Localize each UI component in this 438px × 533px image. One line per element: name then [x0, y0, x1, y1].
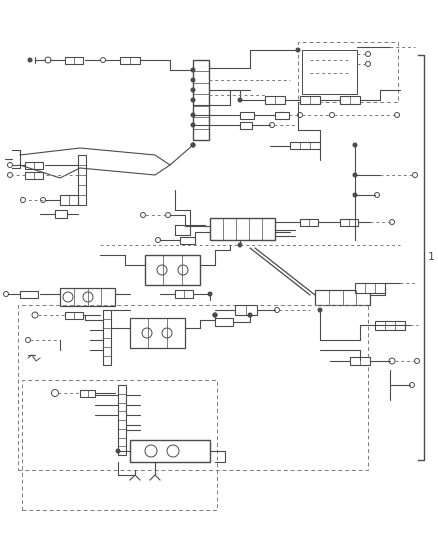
Circle shape [238, 98, 242, 102]
Bar [210, 218, 275, 240]
Circle shape [238, 243, 242, 247]
Bar [240, 112, 254, 119]
Bar [18, 305, 368, 470]
Bar [375, 321, 405, 330]
Bar [355, 283, 385, 293]
Bar [235, 305, 257, 315]
Circle shape [213, 313, 217, 317]
Circle shape [191, 143, 195, 147]
Bar [265, 96, 285, 104]
Bar [193, 60, 209, 140]
Bar [300, 219, 318, 226]
Circle shape [191, 113, 195, 117]
Circle shape [28, 58, 32, 62]
Circle shape [191, 98, 195, 102]
Circle shape [191, 123, 195, 127]
Bar [118, 385, 126, 455]
Circle shape [353, 143, 357, 147]
Bar [65, 57, 83, 64]
Text: 1: 1 [428, 252, 435, 262]
Bar [120, 57, 140, 64]
Bar [215, 318, 233, 326]
Circle shape [318, 308, 322, 312]
Bar [340, 96, 360, 104]
Bar [302, 50, 357, 94]
Bar [290, 142, 320, 149]
Bar [65, 312, 83, 319]
Bar [275, 112, 289, 119]
Bar [20, 291, 38, 298]
Circle shape [353, 173, 357, 177]
Bar [298, 42, 398, 102]
Circle shape [248, 313, 252, 317]
Circle shape [191, 88, 195, 92]
Bar [300, 96, 320, 104]
Bar [350, 357, 370, 365]
Circle shape [248, 313, 252, 317]
Bar [340, 219, 358, 226]
Circle shape [353, 193, 357, 197]
Circle shape [116, 449, 120, 453]
Bar [175, 290, 193, 298]
Bar [60, 195, 78, 205]
Bar [55, 210, 67, 218]
Circle shape [191, 68, 195, 72]
Circle shape [208, 292, 212, 296]
Bar [78, 155, 86, 205]
Bar [130, 440, 210, 462]
Circle shape [213, 313, 217, 317]
Bar [315, 290, 370, 305]
Circle shape [296, 48, 300, 52]
Bar [240, 122, 252, 129]
Circle shape [191, 78, 195, 82]
Bar [60, 288, 115, 306]
Bar [180, 237, 195, 244]
Bar [25, 162, 43, 169]
Bar [145, 255, 200, 285]
Bar [22, 380, 217, 510]
Bar [103, 310, 111, 365]
Circle shape [191, 143, 195, 147]
Bar [80, 390, 95, 397]
Bar [130, 318, 185, 348]
Bar [25, 172, 43, 179]
